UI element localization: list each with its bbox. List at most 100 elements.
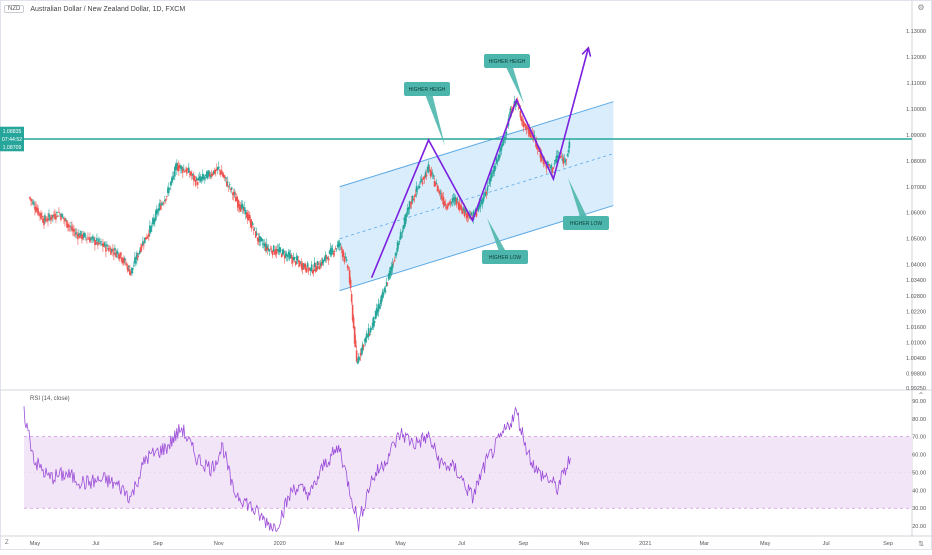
candle-body xyxy=(410,201,413,205)
candle-body xyxy=(500,144,503,151)
candle-body xyxy=(42,218,44,223)
candle-body xyxy=(151,225,153,228)
price-tick-label: 0.99250 xyxy=(906,386,926,392)
candle-body xyxy=(374,310,377,320)
candle-body xyxy=(99,243,101,244)
chart-title: Australian Dollar / New Zealand Dollar, … xyxy=(30,5,186,13)
candle-body xyxy=(164,199,166,202)
candle-body xyxy=(441,197,444,200)
candle-body xyxy=(329,248,332,255)
candle-body xyxy=(491,175,494,177)
candle-body xyxy=(212,170,215,174)
candle-body xyxy=(411,195,414,202)
candle-body xyxy=(270,250,273,253)
candle-body xyxy=(48,213,50,218)
candle-body xyxy=(49,216,51,220)
candle-body xyxy=(480,200,483,205)
candle-body xyxy=(31,200,33,202)
candle-body xyxy=(384,290,387,292)
candle-body xyxy=(148,233,150,237)
candle-body xyxy=(75,232,77,234)
candle-body xyxy=(70,226,72,228)
candle-body xyxy=(389,267,392,275)
time-tick-label: May xyxy=(760,541,771,547)
candle-body xyxy=(443,201,446,206)
rsi-line xyxy=(23,406,571,532)
candle-body xyxy=(124,258,126,261)
candle-body xyxy=(110,249,112,255)
time-tick-label: Jul xyxy=(458,541,465,547)
candle-body xyxy=(390,266,393,271)
arrow-up-down-icon[interactable]: ⇅ xyxy=(918,541,924,548)
candle-body xyxy=(361,344,364,351)
candle-body xyxy=(336,244,339,247)
candle-body xyxy=(319,262,322,267)
candle-body xyxy=(242,208,245,211)
candle-body xyxy=(454,197,457,203)
gear-icon[interactable]: ⚙ xyxy=(917,3,925,12)
price-tick-label: 1.02200 xyxy=(906,309,926,315)
candle-body xyxy=(296,260,299,262)
chevron-up-icon[interactable]: ⌃ xyxy=(917,391,925,400)
candle-body xyxy=(166,196,168,198)
candle-body xyxy=(414,194,417,197)
candle-body xyxy=(352,317,355,328)
candle-body xyxy=(114,248,116,251)
candle-body xyxy=(401,230,404,233)
candle-body xyxy=(308,268,311,269)
candle-body xyxy=(198,177,200,181)
price-tick-label: 1.06000 xyxy=(906,211,926,217)
time-tick-label: Mar xyxy=(335,541,345,547)
candle-body xyxy=(204,174,207,176)
candle-body xyxy=(434,182,437,186)
candle-body xyxy=(112,249,114,252)
candle-body xyxy=(344,256,347,258)
candle-body xyxy=(301,263,304,270)
candle-body xyxy=(394,253,397,256)
candle-body xyxy=(72,228,74,231)
candle-body xyxy=(379,299,382,305)
candle-body xyxy=(407,207,410,211)
candle-body xyxy=(351,305,354,321)
corner-z-label[interactable]: Z xyxy=(5,540,9,546)
candle-body xyxy=(333,251,336,252)
candle-body xyxy=(260,238,263,241)
candle-body xyxy=(130,271,132,274)
candle-body xyxy=(45,218,47,221)
candle-body xyxy=(320,261,323,266)
candle-body xyxy=(279,250,282,251)
callout-pointer xyxy=(487,218,509,257)
candle-body xyxy=(433,180,436,187)
candle-body xyxy=(273,251,276,255)
candle-body xyxy=(102,243,104,247)
candle-body xyxy=(464,208,467,213)
candle-body xyxy=(66,220,68,228)
candle-body xyxy=(552,167,555,169)
candle-body xyxy=(466,212,469,218)
candle-body xyxy=(94,239,96,246)
candle-body xyxy=(235,197,238,201)
candle-body xyxy=(265,243,268,249)
candle-body xyxy=(416,188,419,190)
candle-body xyxy=(288,254,291,259)
candle-body xyxy=(174,166,176,177)
candle-body xyxy=(79,234,81,239)
candle-body xyxy=(378,305,381,309)
candle-body xyxy=(353,326,356,344)
candle-body xyxy=(431,172,434,174)
candle-body xyxy=(88,239,90,240)
candle-body xyxy=(29,196,31,199)
candle-body xyxy=(105,247,107,252)
candle-body xyxy=(567,150,570,152)
candle-body xyxy=(259,236,262,241)
symbol-box[interactable]: NZD xyxy=(4,5,25,13)
candle-body xyxy=(253,227,256,229)
callout-box xyxy=(404,82,450,96)
candle-body xyxy=(386,282,389,284)
candle-body xyxy=(356,361,359,364)
candle-body xyxy=(527,127,530,134)
candle-body xyxy=(457,202,460,209)
candle-body xyxy=(157,211,159,213)
